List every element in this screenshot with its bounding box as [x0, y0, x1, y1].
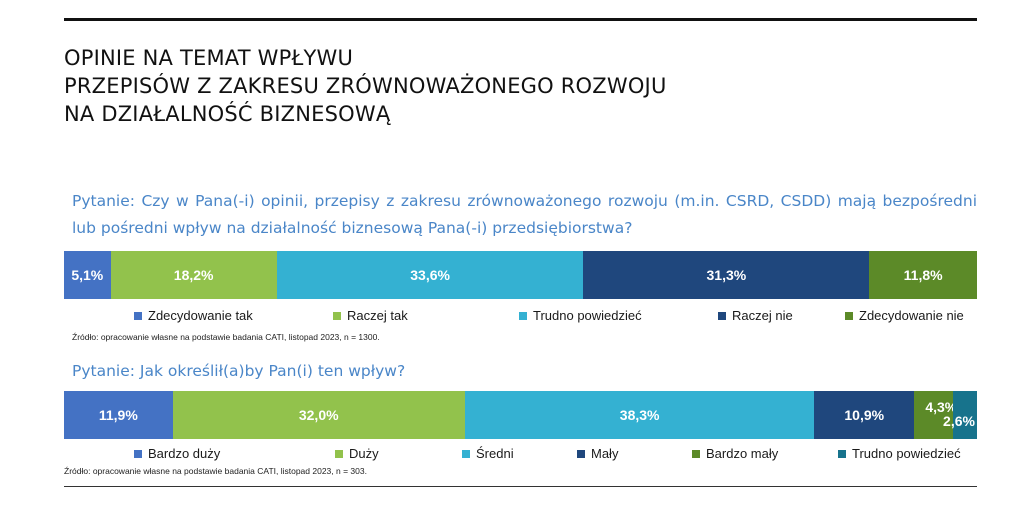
- bar-segment-2-2: 32,0%: [172, 391, 465, 439]
- bar-segment-2-1: 11,9%: [64, 391, 173, 439]
- legend-label: Raczej nie: [732, 308, 793, 323]
- legend-label: Średni: [476, 446, 514, 461]
- legend-swatch-icon: [134, 449, 142, 458]
- legend-item-2-5: Bardzo mały: [692, 446, 778, 461]
- source-note-2: Źródło: opracowanie własne na podstawie …: [64, 466, 367, 476]
- legend-item-1-5: Zdecydowanie nie: [845, 308, 964, 323]
- legend-swatch-icon: [333, 311, 341, 320]
- legend-label: Zdecydowanie nie: [859, 308, 964, 323]
- bar-segment-1-5: 11,8%: [869, 251, 977, 299]
- data-label-2-4: 10,9%: [844, 407, 885, 423]
- legend-label: Bardzo duży: [148, 446, 221, 461]
- legend-label: Mały: [591, 446, 619, 461]
- bar-segment-2-3: 38,3%: [464, 391, 815, 439]
- bar-segment-1-1: 5,1%: [64, 251, 111, 299]
- bottom-rule: [64, 486, 977, 487]
- legend-swatch-icon: [692, 449, 700, 458]
- legend-item-2-1: Bardzo duży: [134, 446, 220, 461]
- source-note-1: Źródło: opracowanie własne na podstawie …: [72, 332, 380, 342]
- legend-label: Bardzo mały: [706, 446, 779, 461]
- legend-swatch-icon: [462, 449, 470, 458]
- legend-label: Zdecydowanie tak: [148, 308, 253, 323]
- data-label-2-6: 2,6%: [943, 413, 975, 429]
- data-label-2-5: 4,3%: [925, 399, 958, 415]
- legend-item-1-2: Raczej tak: [333, 308, 408, 323]
- legend-item-1-3: Trudno powiedzieć: [519, 308, 642, 323]
- title-line-3: NA DZIAŁALNOŚĆ BIZNESOWĄ: [64, 102, 391, 126]
- legend-swatch-icon: [718, 311, 726, 320]
- bar-segment-2-5: 4,3%: [913, 391, 957, 439]
- page-title: OPINIE NA TEMAT WPŁYWU PRZEPISÓW Z ZAKRE…: [64, 44, 964, 128]
- bar-segment-1-3: 33,6%: [276, 251, 584, 299]
- legend-label: Raczej tak: [347, 308, 408, 323]
- legend-label: Trudno powiedzieć: [533, 308, 642, 323]
- data-label-1-4: 31,3%: [706, 267, 747, 283]
- legend-swatch-icon: [845, 311, 853, 320]
- legend-swatch-icon: [335, 449, 343, 458]
- legend-swatch-icon: [577, 449, 585, 458]
- legend-1: Zdecydowanie tak Raczej tak Trudno powiedz…: [64, 308, 977, 326]
- legend-label: Trudno powiedzieć: [852, 446, 961, 461]
- legend-swatch-icon: [134, 311, 142, 320]
- data-label-2-3: 38,3%: [619, 407, 660, 423]
- bar-segment-1-2: 18,2%: [110, 251, 277, 299]
- legend-swatch-icon: [838, 449, 846, 458]
- legend-2: Bardzo duży Duży Średni Mały Bardzo mały Trud…: [64, 446, 977, 464]
- bar-segment-1-4: 31,3%: [583, 251, 870, 299]
- bar-segment-2-6: 2,6%: [943, 391, 977, 439]
- data-label-2-2: 32,0%: [298, 407, 339, 423]
- legend-item-2-4: Mały: [577, 446, 618, 461]
- question-1: Pytanie: Czy w Pana(-i) opinii, przepisy…: [72, 192, 977, 237]
- top-rule: [64, 18, 977, 21]
- data-label-1-3: 33,6%: [410, 267, 450, 283]
- legend-label: Duży: [349, 446, 379, 461]
- data-label-2-1: 11,9%: [98, 407, 138, 423]
- data-label-1-2: 18,2%: [173, 267, 214, 283]
- data-label-1-1: 5,1%: [71, 267, 104, 283]
- title-line-2: PRZEPISÓW Z ZAKRESU ZRÓWNOWAŻONEGO ROZWO…: [64, 74, 667, 98]
- legend-item-2-2: Duży: [335, 446, 379, 461]
- stacked-bar-1: 5,1% 18,2% 33,6% 31,3% 11,8%: [64, 251, 977, 299]
- legend-item-1-4: Raczej nie: [718, 308, 793, 323]
- data-label-1-5: 11,8%: [903, 267, 943, 283]
- legend-swatch-icon: [519, 311, 527, 320]
- stacked-bar-2: 11,9% 32,0% 38,3% 10,9% 4,3% 2,6%: [64, 391, 977, 439]
- legend-item-2-3: Średni: [462, 446, 514, 461]
- legend-item-2-6: Trudno powiedzieć: [838, 446, 961, 461]
- title-line-1: OPINIE NA TEMAT WPŁYWU: [64, 46, 354, 70]
- bar-segment-2-4: 10,9%: [814, 391, 914, 439]
- legend-item-1-1: Zdecydowanie tak: [134, 308, 253, 323]
- question-2: Pytanie: Jak określił(a)by Pan(i) ten wp…: [72, 362, 406, 380]
